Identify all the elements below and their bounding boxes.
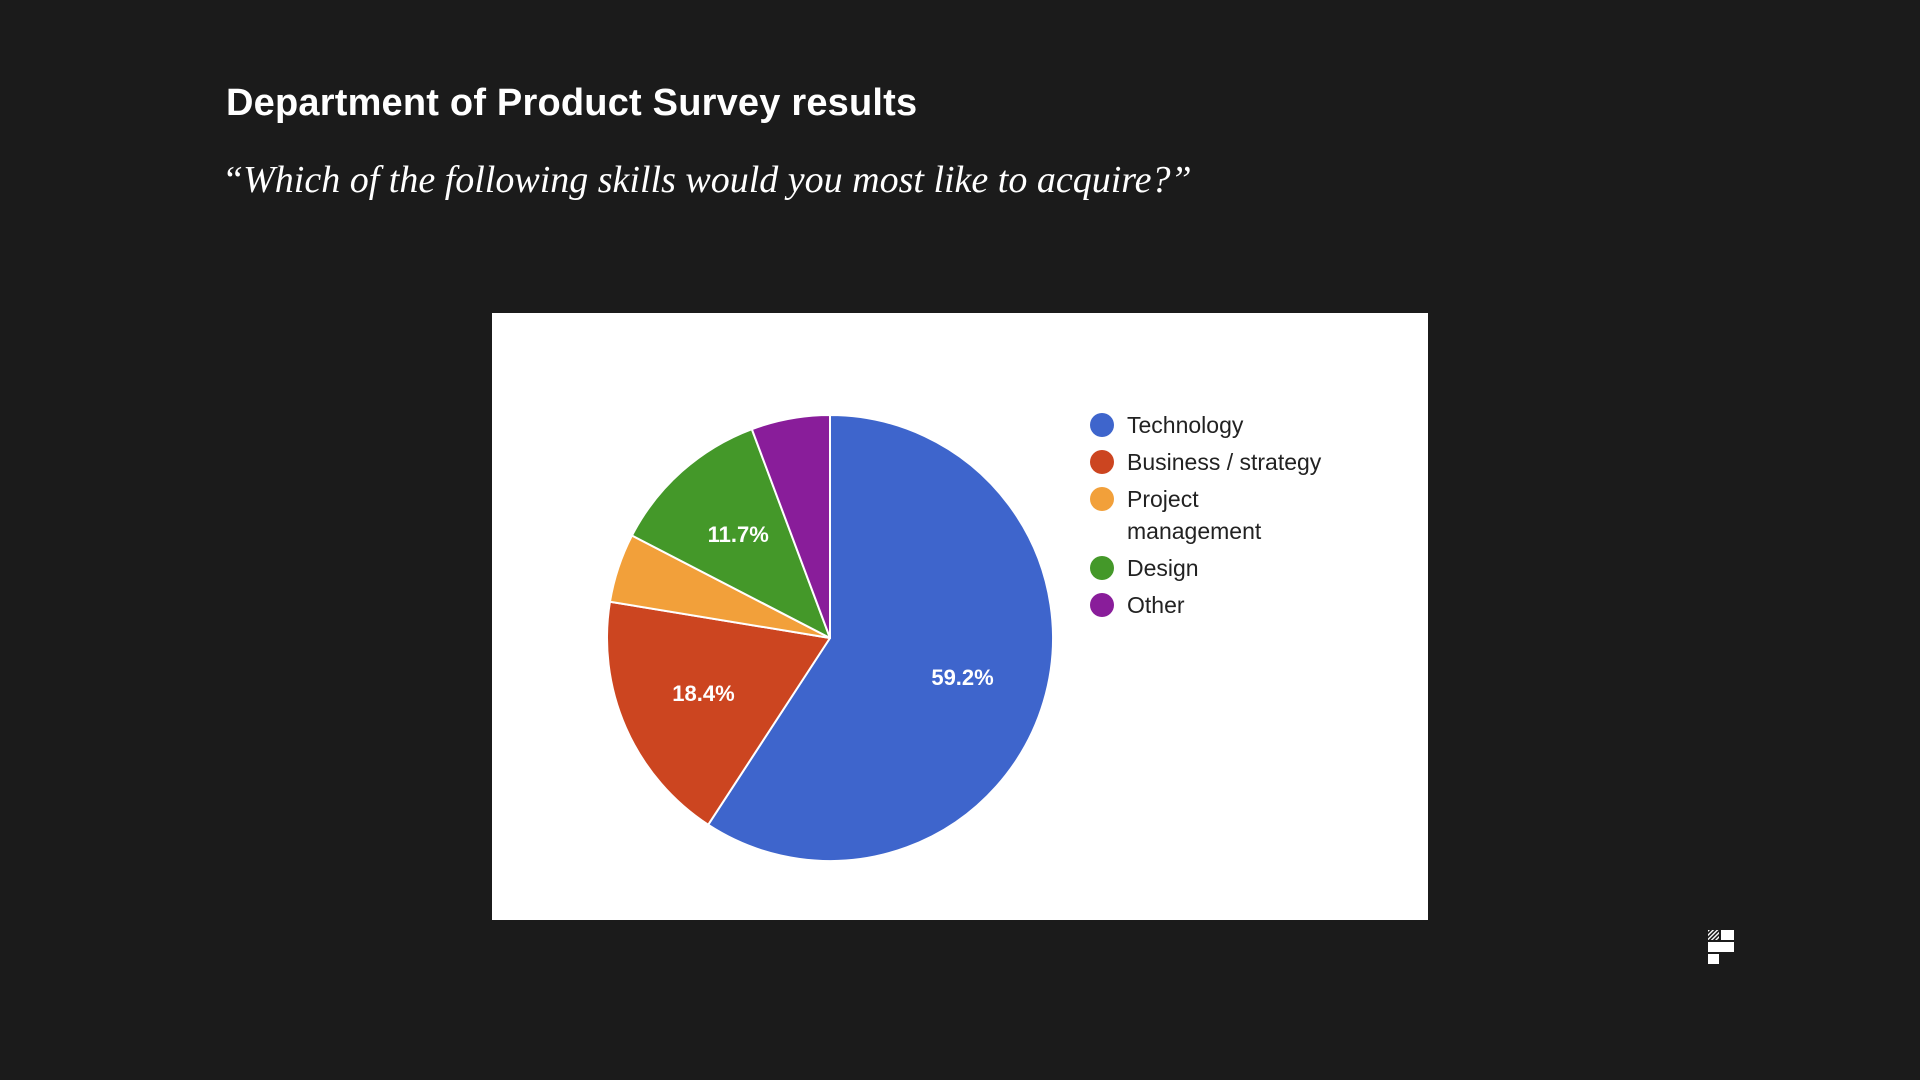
legend-label: Technology — [1127, 412, 1244, 438]
legend-label: Design — [1127, 555, 1199, 581]
slide-subtitle: “Which of the following skills would you… — [222, 159, 1192, 201]
legend-swatch — [1090, 413, 1114, 437]
pie-slice-design — [630, 428, 831, 639]
chart-legend: Technology Business / strategy Project mana… — [1090, 412, 1322, 618]
pie-chart: 59.2% 18.4% 11.7% Technology Business / str… — [606, 412, 1322, 862]
pie-slice-other — [750, 414, 831, 639]
legend-item: Design — [1090, 555, 1199, 581]
legend-item: Business / strategy — [1090, 449, 1322, 475]
legend-label: Project management — [1127, 486, 1262, 544]
legend-item: Project management — [1090, 486, 1262, 544]
legend-swatch — [1090, 487, 1114, 511]
pie-slice-business-strategy — [606, 600, 831, 826]
slice-label: 11.7% — [708, 522, 769, 547]
brand-logo-icon — [1708, 930, 1734, 964]
legend-item: Other — [1090, 592, 1185, 618]
slice-label: 59.2% — [931, 665, 993, 690]
legend-label: Other — [1127, 592, 1185, 618]
pie-slices — [606, 414, 1054, 862]
chart-card: 59.2% 18.4% 11.7% Technology Business / str… — [492, 313, 1428, 920]
pie-slice-labels: 59.2% 18.4% 11.7% — [672, 522, 993, 706]
legend-swatch — [1090, 593, 1114, 617]
legend-label: Business / strategy — [1127, 449, 1322, 475]
pie-slice-technology — [707, 414, 1054, 862]
legend-swatch — [1090, 450, 1114, 474]
slide-title: Department of Product Survey results — [226, 82, 918, 124]
legend-item: Technology — [1090, 412, 1244, 438]
legend-swatch — [1090, 556, 1114, 580]
slice-label: 18.4% — [672, 681, 734, 706]
